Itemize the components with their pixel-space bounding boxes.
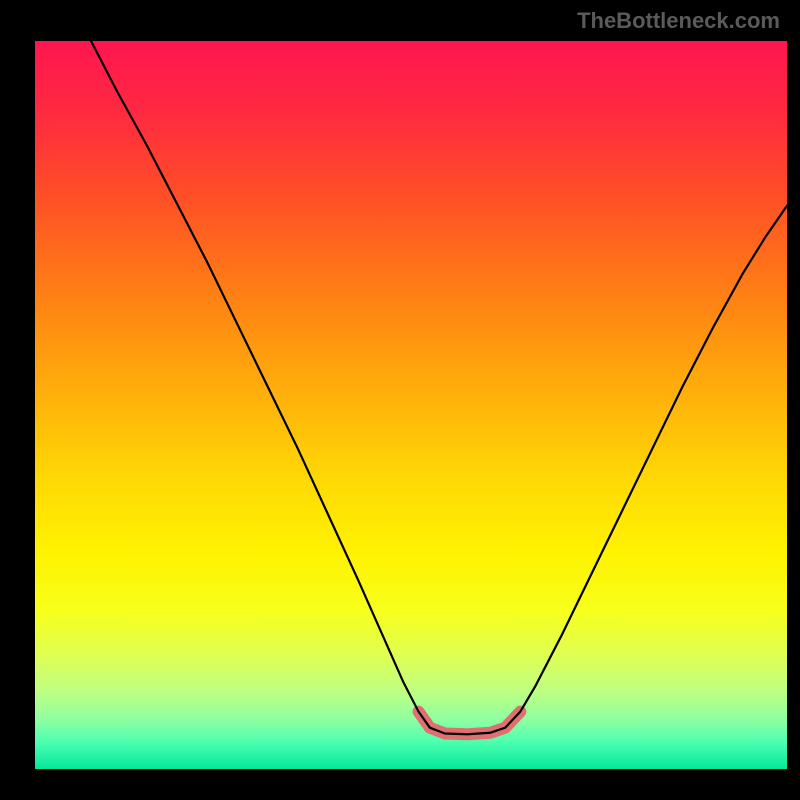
- chart-container: TheBottleneck.com: [0, 0, 800, 800]
- gradient-background: [34, 40, 788, 770]
- bottleneck-chart: [0, 0, 800, 800]
